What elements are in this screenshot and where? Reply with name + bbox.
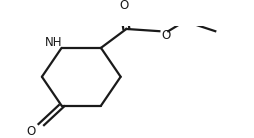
Text: O: O [119, 0, 129, 12]
Text: O: O [161, 29, 170, 42]
Text: O: O [26, 125, 36, 138]
Text: NH: NH [45, 36, 63, 49]
